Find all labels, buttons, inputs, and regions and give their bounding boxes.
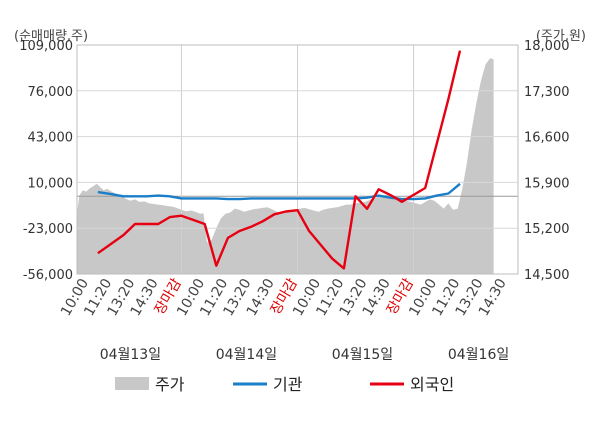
- date-label: 04월15일: [332, 347, 393, 363]
- left-tick-label: -56,000: [23, 268, 73, 283]
- left-tick-label: 109,000: [19, 39, 73, 54]
- left-tick-label: -23,000: [23, 222, 73, 237]
- date-label: 04월16일: [448, 347, 509, 363]
- right-tick-label: 16,600: [524, 131, 570, 146]
- legend-label: 기관: [273, 375, 303, 394]
- plot-border: [76, 44, 519, 275]
- left-tick-label: 76,000: [28, 85, 74, 100]
- legend-label: 외국인: [410, 375, 454, 394]
- date-label: 04월14일: [216, 347, 277, 363]
- right-tick-label: 15,200: [524, 222, 570, 237]
- right-tick-label: 15,900: [524, 176, 570, 191]
- series-line-foreign: [97, 50, 462, 270]
- series-line-institution: [97, 182, 461, 201]
- right-axis-title: (주가,원): [536, 29, 586, 44]
- date-label: 04월13일: [100, 347, 161, 363]
- right-tick-label: 18,000: [524, 39, 570, 54]
- legend-item: 기관: [233, 375, 303, 394]
- legend-item: 외국인: [370, 375, 454, 394]
- left-axis-title: (순매매량,주): [14, 29, 88, 44]
- legend-swatch-area: [115, 377, 149, 390]
- left-tick-label: 10,000: [28, 176, 74, 191]
- legend-label: 주가: [155, 375, 185, 394]
- legend-item: 주가: [115, 375, 185, 394]
- right-tick-label: 17,300: [524, 85, 570, 100]
- left-tick-label: 43,000: [28, 131, 74, 146]
- right-tick-label: 14,500: [524, 268, 570, 283]
